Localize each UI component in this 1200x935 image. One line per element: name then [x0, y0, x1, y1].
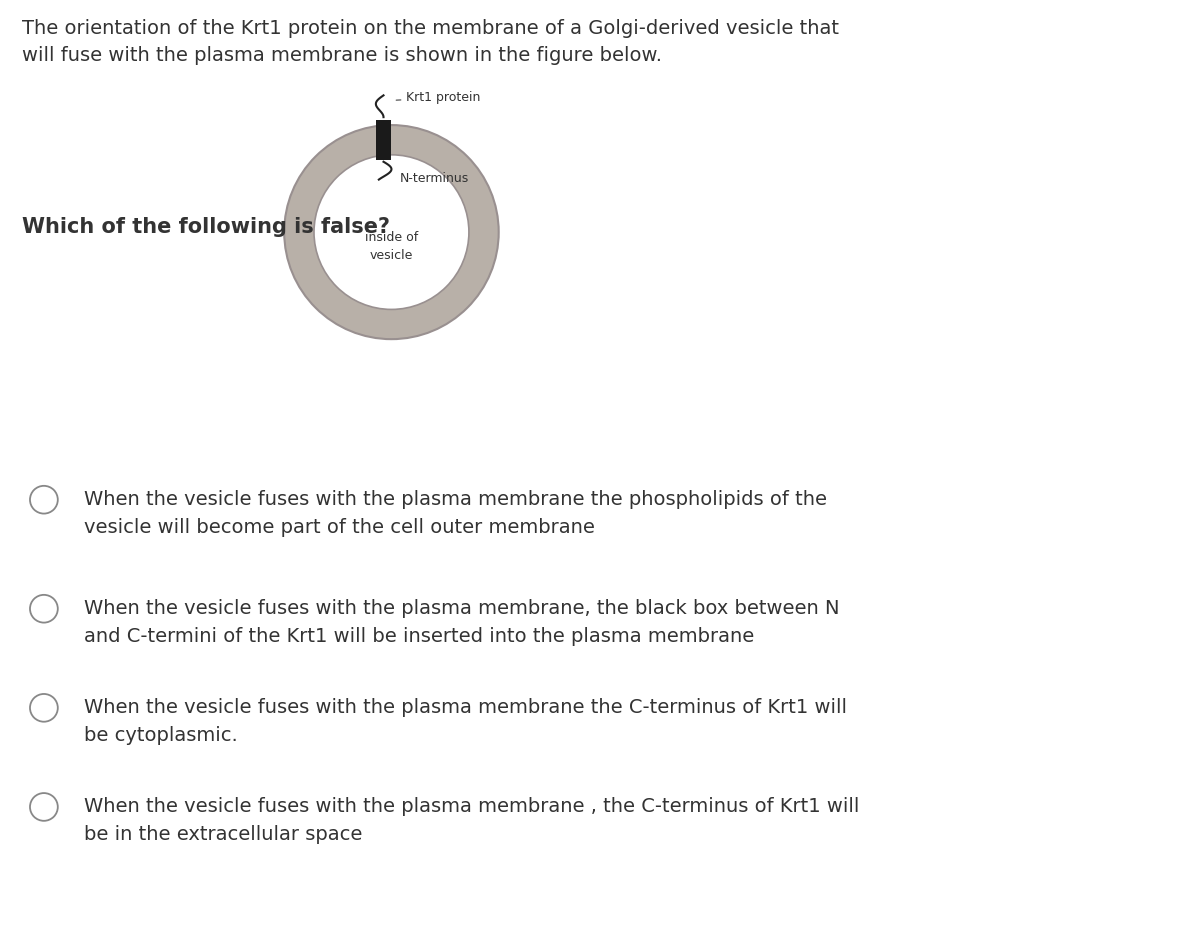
Text: When the vesicle fuses with the plasma membrane , the C-terminus of Krt1 will
be: When the vesicle fuses with the plasma m… [84, 797, 859, 844]
Circle shape [314, 155, 469, 309]
Text: inside of
vesicle: inside of vesicle [365, 232, 418, 263]
Text: Krt1 protein: Krt1 protein [396, 92, 481, 105]
Text: Which of the following is false?: Which of the following is false? [22, 217, 390, 237]
Text: The orientation of the Krt1 protein on the membrane of a Golgi-derived vesicle t: The orientation of the Krt1 protein on t… [22, 19, 839, 65]
Bar [376, 120, 391, 160]
Text: When the vesicle fuses with the plasma membrane, the black box between N
and C-t: When the vesicle fuses with the plasma m… [84, 598, 839, 646]
Circle shape [30, 694, 58, 722]
Circle shape [30, 486, 58, 513]
Text: When the vesicle fuses with the plasma membrane the phospholipids of the
vesicle: When the vesicle fuses with the plasma m… [84, 490, 827, 537]
Circle shape [30, 595, 58, 623]
Text: N-terminus: N-terminus [400, 172, 469, 184]
Circle shape [284, 125, 499, 339]
Circle shape [30, 793, 58, 821]
Text: When the vesicle fuses with the plasma membrane the C-terminus of Krt1 will
be c: When the vesicle fuses with the plasma m… [84, 698, 847, 745]
